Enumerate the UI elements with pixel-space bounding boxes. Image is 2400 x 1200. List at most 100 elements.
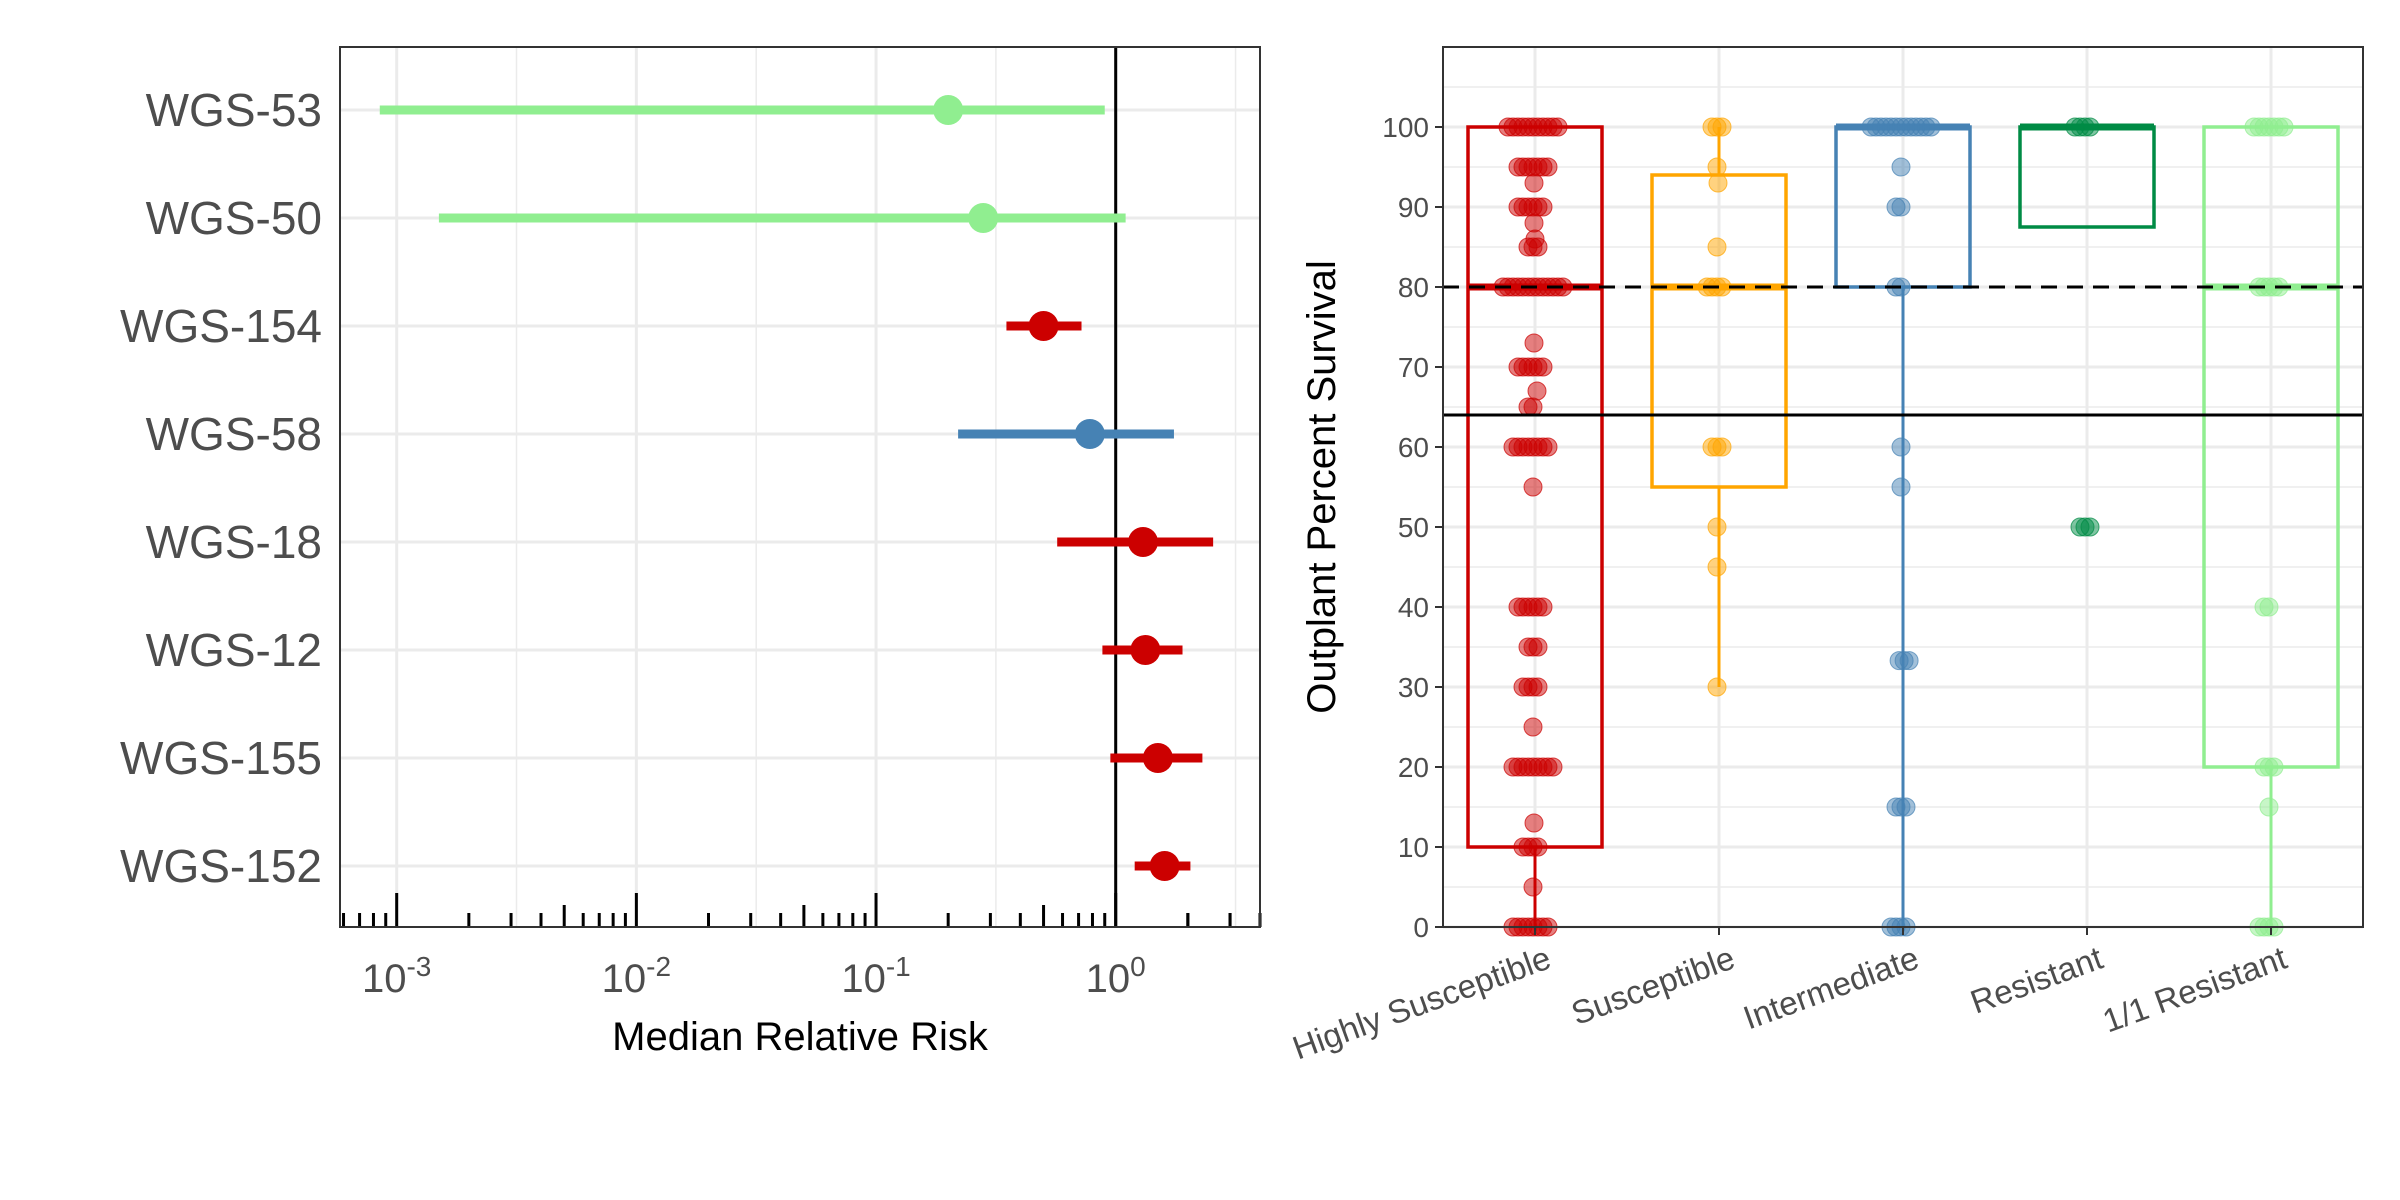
forest-x-axis-title: Median Relative Risk <box>612 1015 989 1059</box>
data-point <box>2264 757 2284 777</box>
box-y-tick-label: 90 <box>1398 192 1429 223</box>
forest-point-wgs-53 <box>933 95 964 125</box>
data-point <box>1707 677 1727 697</box>
forest-point-wgs-50 <box>968 203 999 233</box>
data-point <box>1707 157 1727 177</box>
data-point <box>2274 117 2294 137</box>
data-point <box>1712 437 1732 457</box>
data-point <box>1523 877 1543 897</box>
box-y-tick-label: 0 <box>1413 912 1429 943</box>
box-y-tick-label: 10 <box>1398 832 1429 863</box>
data-point <box>1524 173 1544 193</box>
data-point <box>1508 157 1528 177</box>
data-point <box>1528 637 1548 657</box>
forest-point-wgs-152 <box>1149 851 1180 881</box>
box-y-tick-label: 40 <box>1398 592 1429 623</box>
data-point <box>1538 437 1558 457</box>
forest-x-tick-labels: 10-3 10-2 10-1 100 <box>362 951 1146 1001</box>
data-point <box>1527 381 1547 401</box>
data-point <box>1886 197 1906 217</box>
data-point <box>1861 117 1881 137</box>
forest-row-wgs-18 <box>1057 527 1214 557</box>
forest-row-label: WGS-155 <box>120 732 322 784</box>
data-point <box>2254 597 2274 617</box>
data-point <box>1896 797 1916 817</box>
forest-row-labels: WGS-53 WGS-50 WGS-154 WGS-58 WGS-18 WGS-12 WGS… <box>120 84 322 892</box>
box-y-tick-label: 30 <box>1398 672 1429 703</box>
forest-x-tick-label: 10-1 <box>841 951 910 1001</box>
forest-row-label: WGS-152 <box>120 840 322 892</box>
forest-x-tick-label: 100 <box>1086 951 1146 1001</box>
data-point <box>1524 333 1544 353</box>
data-point <box>1543 757 1563 777</box>
data-point <box>1921 117 1941 137</box>
forest-panel-border <box>339 46 1261 928</box>
box-reference-lines <box>1443 285 2363 417</box>
data-point <box>1891 477 1911 497</box>
forest-series <box>379 95 1214 881</box>
data-point <box>1548 117 1568 137</box>
data-point <box>1707 557 1727 577</box>
box-y-tick-label: 20 <box>1398 752 1429 783</box>
forest-row-label: WGS-50 <box>146 192 322 244</box>
forest-plot-panel: WGS-53 WGS-50 WGS-154 WGS-58 WGS-18 WGS-12 WGS… <box>120 46 1262 1059</box>
box-y-tick-label: 100 <box>1382 112 1429 143</box>
forest-row-wgs-154 <box>1006 311 1082 341</box>
forest-point-wgs-12 <box>1130 635 1161 665</box>
data-point <box>1528 237 1548 257</box>
forest-plot-area <box>340 47 1260 927</box>
data-point <box>1533 597 1553 617</box>
data-point <box>2244 117 2264 137</box>
data-point <box>1523 717 1543 737</box>
data-point <box>1708 173 1728 193</box>
forest-row-wgs-50 <box>438 203 1126 233</box>
forest-row-wgs-155 <box>1110 743 1203 773</box>
data-point <box>1508 197 1528 217</box>
data-point <box>2065 117 2085 137</box>
forest-row-label: WGS-154 <box>120 300 322 352</box>
data-point <box>1523 477 1543 497</box>
data-point <box>1891 437 1911 457</box>
box-y-axis-title: Outplant Percent Survival <box>1300 260 1344 714</box>
box-y-tick-label: 50 <box>1398 512 1429 543</box>
forest-point-wgs-155 <box>1142 743 1173 773</box>
forest-row-wgs-12 <box>1102 635 1183 665</box>
forest-row-label: WGS-12 <box>146 624 322 676</box>
forest-x-tick-label: 10-3 <box>362 951 431 1001</box>
points-highly-susceptible <box>1493 117 1573 937</box>
forest-point-wgs-58 <box>1074 419 1105 449</box>
forest-row-label: WGS-58 <box>146 408 322 460</box>
data-point <box>1498 117 1518 137</box>
data-point <box>1513 837 1533 857</box>
data-point <box>1712 117 1732 137</box>
data-point <box>1503 437 1523 457</box>
box-y-tick-labels: 0 10 20 30 40 50 60 70 80 90 100 <box>1382 112 1443 943</box>
forest-row-wgs-58 <box>958 419 1174 449</box>
forest-point-wgs-154 <box>1028 311 1059 341</box>
data-point <box>1707 237 1727 257</box>
data-point <box>1508 357 1528 377</box>
box-y-tick-label: 80 <box>1398 272 1429 303</box>
data-point <box>1899 651 1919 671</box>
forest-point-wgs-18 <box>1128 527 1159 557</box>
box-y-tick-label: 60 <box>1398 432 1429 463</box>
forest-x-tick-label: 10-2 <box>602 951 671 1001</box>
forest-row-label: WGS-18 <box>146 516 322 568</box>
data-point <box>1538 157 1558 177</box>
data-point <box>2080 517 2100 537</box>
data-point <box>1518 397 1538 417</box>
points-resistant <box>2065 117 2100 537</box>
data-point <box>1533 357 1553 377</box>
forest-log-ticks <box>342 893 1262 927</box>
data-point <box>1503 757 1523 777</box>
data-point <box>1524 213 1544 233</box>
points-susceptible <box>1697 117 1732 697</box>
forest-row-wgs-152 <box>1134 851 1191 881</box>
data-point <box>1707 517 1727 537</box>
data-point <box>2259 797 2279 817</box>
data-point <box>1891 157 1911 177</box>
box-points <box>1493 117 2294 937</box>
data-point <box>1524 813 1544 833</box>
